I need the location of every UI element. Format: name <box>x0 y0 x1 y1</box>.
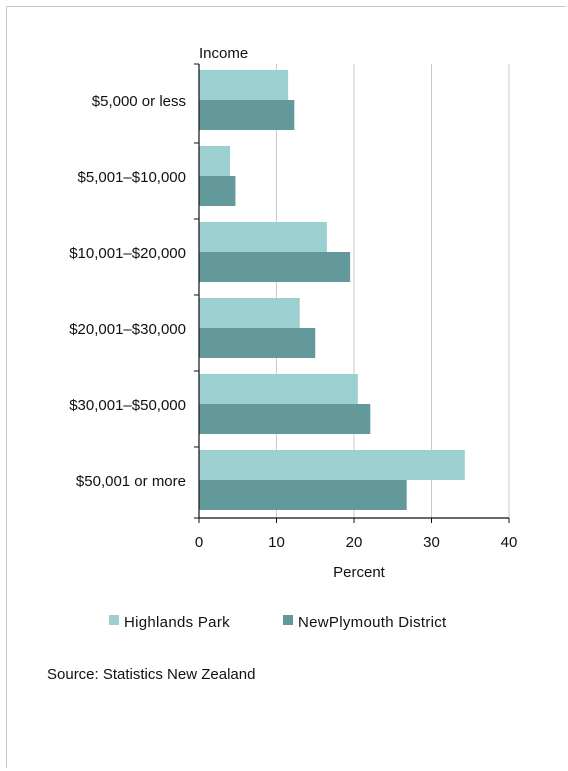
bar-series-1 <box>199 222 327 252</box>
bar-series-1 <box>199 146 230 176</box>
legend: Highlands Park NewPlymouth District <box>109 614 447 631</box>
bar-series-1 <box>199 70 289 100</box>
bar-series-1 <box>199 374 358 404</box>
legend-label: Highlands Park <box>124 614 230 631</box>
x-tick-label: 30 <box>423 534 440 551</box>
y-category-label: $20,001–$30,000 <box>69 321 186 338</box>
source-note: Source: Statistics New Zealand <box>47 666 256 683</box>
bar-series-2 <box>199 100 295 130</box>
y-category-label: $5,000 or less <box>92 93 186 110</box>
bars <box>199 70 465 510</box>
axes: 0 10 20 30 40 $5,000 or less $5,001–$10,000 $10… <box>69 63 518 551</box>
x-tick-label: 40 <box>501 534 518 551</box>
bar-series-2 <box>199 480 407 510</box>
y-category-label: $5,001–$10,000 <box>78 169 186 186</box>
bar-series-2 <box>199 328 316 358</box>
x-axis-title: Percent <box>333 564 386 581</box>
x-tick-label: 0 <box>195 534 203 551</box>
legend-swatch <box>109 615 119 625</box>
legend-label: NewPlymouth District <box>298 614 447 631</box>
bar-series-2 <box>199 252 351 282</box>
legend-swatch <box>283 615 293 625</box>
x-tick-label: 10 <box>268 534 285 551</box>
x-tick-label: 20 <box>346 534 363 551</box>
y-axis-title: Income <box>199 45 248 62</box>
y-category-label: $30,001–$50,000 <box>69 397 186 414</box>
bar-series-1 <box>199 298 300 328</box>
bar-series-1 <box>199 450 465 480</box>
bar-series-2 <box>199 176 236 206</box>
y-category-label: $10,001–$20,000 <box>69 245 186 262</box>
y-category-label: $50,001 or more <box>76 473 186 490</box>
gridlines <box>276 64 510 518</box>
bar-series-2 <box>199 404 371 434</box>
